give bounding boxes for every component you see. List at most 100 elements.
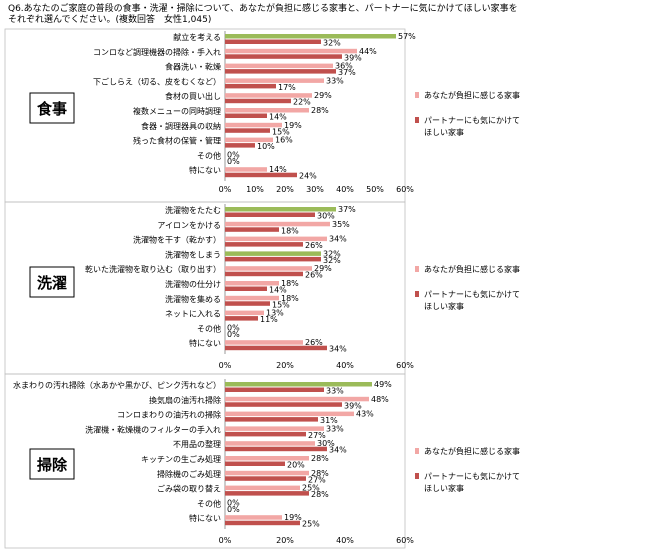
category-label: ごみ袋の取り替え (157, 484, 221, 494)
value-label-burden: 0% (227, 323, 240, 332)
value-label-partner: 33% (326, 387, 344, 396)
value-label-burden: 33% (326, 76, 344, 85)
value-label-partner: 28% (311, 490, 329, 499)
value-label-partner: 32% (323, 39, 341, 48)
bar-partner (225, 301, 270, 306)
value-label-burden: 0% (227, 498, 240, 507)
bar-partner (225, 212, 315, 217)
bar-burden (225, 122, 282, 128)
value-label-partner: 39% (344, 53, 362, 62)
section-label-box (29, 266, 75, 298)
bar-burden (225, 236, 327, 242)
bar-burden (225, 48, 357, 54)
category-label: 特にない (189, 513, 221, 523)
value-label-burden: 29% (314, 91, 332, 100)
bar-partner (225, 431, 306, 437)
legend-label-partner-2: ほしい家事 (424, 127, 464, 137)
category-label: 水まわりの汚れ掃除（水あかや黒かび、ピンク汚れなど） (13, 380, 221, 390)
value-label-burden: 16% (275, 136, 293, 145)
question-line-2: それぞれ選んでください。(複数回答 女性1,045) (8, 13, 211, 25)
value-label-partner: 32% (323, 256, 341, 265)
bar-burden (225, 108, 309, 113)
x-tick-label: 20% (276, 185, 294, 194)
bar-burden (225, 382, 372, 387)
category-label: 洗濯物をしまう (165, 249, 221, 259)
x-tick-label: 30% (306, 185, 324, 194)
value-label-partner: 0% (227, 157, 240, 166)
bar-burden (225, 470, 309, 476)
category-label: 複数メニューの同時調理 (133, 106, 221, 116)
panel-cleaning: 掃除 水まわりの汚れ掃除（水あかや黒かび、ピンク汚れなど） 49% 33% 換気扇の油汚… (4, 373, 520, 549)
bar-partner (225, 143, 255, 148)
category-label: キッチンの生ごみ処理 (141, 454, 221, 464)
legend-label-partner-1: パートナーにも気にかけて (424, 289, 520, 299)
category-label: 洗濯機・乾燥機のフィルターの手入れ (85, 424, 221, 434)
section-label-box (29, 92, 75, 124)
value-label-burden: 32% (323, 249, 341, 258)
bar-partner (225, 271, 303, 277)
x-tick-label: 40% (336, 536, 354, 545)
x-tick-label: 60% (396, 536, 414, 545)
panel-meal: 食事 献立を考える 57% 32% コンロなど調理機器の掃除・手入れ 44%39% 食器洗い… (4, 28, 520, 203)
legend-swatch-burden (415, 266, 419, 272)
value-label-burden: 28% (311, 106, 329, 115)
category-label: その他 (197, 150, 221, 160)
bar-partner (225, 286, 267, 291)
category-label: 食器・調理器具の収納 (141, 121, 221, 131)
panel-frame (4, 373, 406, 549)
value-label-partner: 26% (305, 271, 323, 280)
x-tick-label: 0% (219, 536, 232, 545)
value-label-partner: 15% (272, 300, 290, 309)
legend-label-burden: あなたが負担に感じる家事 (424, 264, 520, 274)
category-label: コンロなど調理機器の掃除・手入れ (93, 47, 221, 57)
bar-burden (225, 396, 369, 402)
value-label-burden: 36% (335, 62, 353, 71)
bar-partner (225, 39, 321, 44)
category-label: ネットに入れる (165, 310, 221, 319)
value-label-burden: 13% (266, 309, 284, 318)
value-label-partner: 14% (269, 113, 287, 122)
value-label-burden: 34% (329, 235, 347, 244)
bar-burden (225, 281, 279, 286)
question-line-1: Q6.あなたのご家庭の普段の食事・洗濯・掃除について、あなたが負担に感じる家事と… (8, 2, 518, 14)
bar-partner (225, 172, 297, 178)
category-label: 不用品の整理 (173, 439, 221, 449)
value-label-burden: 44% (359, 47, 377, 56)
value-label-burden: 25% (302, 484, 320, 493)
bar-partner (225, 446, 327, 452)
legend-swatch-partner (415, 117, 419, 123)
category-label: 食材の買い出し (165, 91, 221, 101)
value-label-partner: 26% (305, 241, 323, 250)
category-label: コンロまわりの油汚れの掃除 (117, 410, 221, 420)
category-label: その他 (197, 323, 221, 333)
value-label-burden: 19% (284, 121, 302, 130)
legend-label-partner-2: ほしい家事 (424, 483, 464, 493)
legend-label-partner-1: パートナーにも気にかけて (424, 115, 520, 125)
bar-burden (225, 78, 324, 83)
value-label-partner: 10% (257, 142, 275, 151)
value-label-burden: 35% (332, 220, 350, 229)
bar-burden (225, 485, 300, 491)
bar-burden (225, 515, 282, 520)
legend-swatch-partner (415, 291, 419, 297)
value-label-partner: 0% (227, 330, 240, 339)
section-label: 食事 (37, 100, 67, 118)
category-label: その他 (197, 498, 221, 508)
value-label-burden: 28% (311, 469, 329, 478)
bar-partner (225, 476, 306, 481)
x-tick-label: 40% (336, 185, 354, 194)
value-label-burden: 49% (374, 380, 392, 389)
value-label-partner: 27% (308, 475, 326, 484)
category-label: 洗濯物を干す（乾かす） (133, 235, 221, 245)
value-label-burden: 30% (317, 439, 335, 448)
category-label: 洗濯物を集める (165, 294, 221, 304)
value-label-partner: 20% (287, 461, 305, 470)
section-label: 洗濯 (37, 274, 67, 292)
x-tick-label: 40% (336, 361, 354, 370)
x-tick-label: 10% (246, 185, 264, 194)
legend-label-burden: あなたが負担に感じる家事 (424, 90, 520, 100)
category-label: 特にない (189, 165, 221, 175)
bar-partner (225, 227, 279, 232)
bar-burden (225, 456, 309, 461)
